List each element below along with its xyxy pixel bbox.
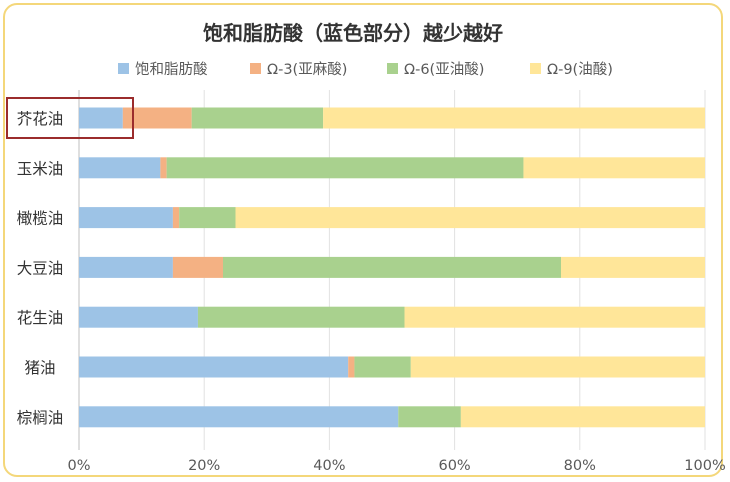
bar-segment (222, 256, 562, 278)
x-axis-ticks: 0% 20% 40% 60% 80% 100% (67, 458, 725, 474)
legend-item: 饱和脂肪酸 (118, 61, 208, 78)
legend: 饱和脂肪酸 Ω-3(亚麻酸) Ω-6(亚油酸) Ω-9(油酸) (118, 61, 613, 78)
y-axis-label: 大豆油 (17, 259, 64, 277)
legend-swatch (530, 63, 541, 74)
bar-segment (172, 207, 180, 229)
bar-segment (197, 306, 405, 328)
chart-title: 饱和脂肪酸（蓝色部分）越少越好 (203, 21, 503, 45)
bar-segment (404, 306, 705, 328)
legend-swatch (250, 63, 261, 74)
chart-frame (3, 3, 723, 477)
bar-segment (523, 157, 705, 179)
x-tick-label: 80% (564, 458, 596, 474)
legend-swatch (387, 63, 398, 74)
bar-segment (172, 256, 223, 278)
bar-segment (348, 356, 355, 378)
legend-label: 饱和脂肪酸 (135, 61, 208, 78)
legend-item: Ω-3(亚麻酸) (250, 61, 347, 78)
bar-segment (398, 406, 461, 428)
bar-segment (79, 406, 399, 428)
bar-segment (166, 157, 524, 179)
highlight-box (6, 97, 134, 139)
y-axis-label: 棕榈油 (17, 409, 64, 427)
x-tick-label: 60% (438, 458, 470, 474)
bar-segment (561, 256, 705, 278)
bar-segment (235, 207, 705, 229)
y-axis-label: 芥花油 (17, 110, 64, 128)
bar-segment (191, 107, 324, 129)
bar-segment (122, 107, 192, 129)
bar-segment (79, 256, 173, 278)
legend-item: Ω-9(油酸) (530, 61, 613, 78)
x-tick-label: 40% (313, 458, 345, 474)
legend-label: Ω-3(亚麻酸) (267, 61, 347, 78)
highlight (6, 97, 134, 139)
bar-segment (323, 107, 705, 129)
x-tick-label: 20% (188, 458, 220, 474)
x-tick-label: 0% (67, 458, 90, 474)
bar-segment (410, 356, 705, 378)
bar-segment (179, 207, 236, 229)
legend-item: Ω-6(亚油酸) (387, 61, 484, 78)
bar-segment (354, 356, 411, 378)
bar-segment (79, 356, 349, 378)
x-tick-label: 100% (684, 458, 725, 474)
y-axis-label: 花生油 (17, 309, 64, 327)
bar-segment (79, 157, 161, 179)
bar-segment (79, 107, 123, 129)
bar-segment (160, 157, 167, 179)
bar-segment (460, 406, 705, 428)
bar-segment (79, 306, 198, 328)
y-axis-label: 橄榄油 (17, 210, 64, 228)
legend-label: Ω-6(亚油酸) (404, 61, 484, 78)
y-axis-label: 玉米油 (17, 160, 64, 178)
legend-label: Ω-9(油酸) (547, 61, 613, 78)
legend-swatch (118, 63, 129, 74)
y-axis-label: 猪油 (24, 359, 55, 377)
bars (79, 107, 705, 428)
bar-segment (79, 207, 173, 229)
